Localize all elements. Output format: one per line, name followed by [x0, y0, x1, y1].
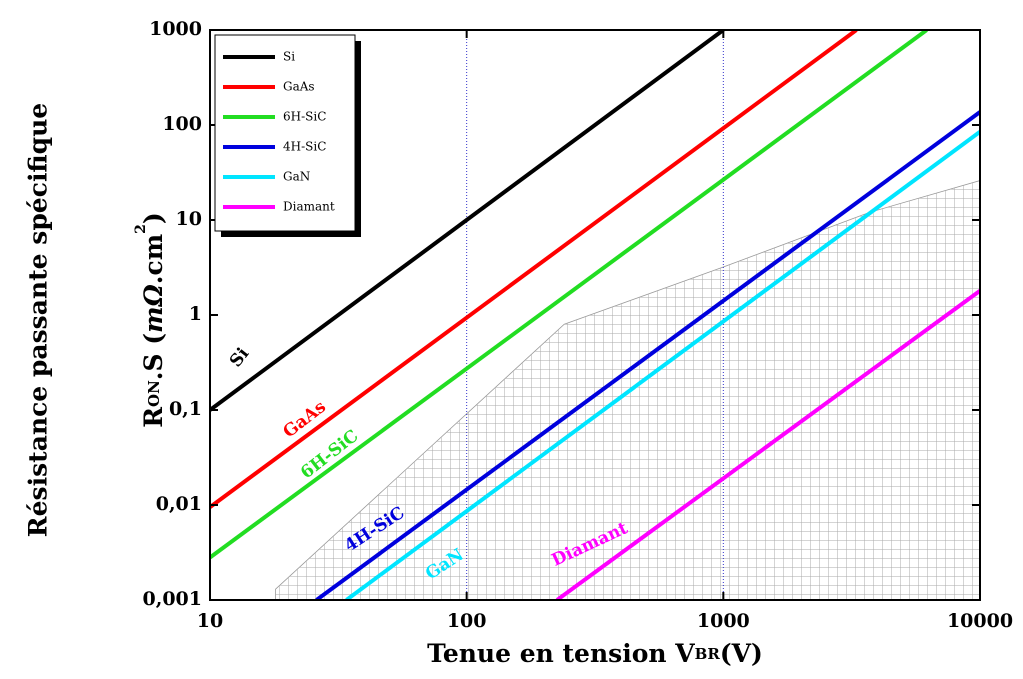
legend-label: Si: [283, 50, 295, 64]
x-axis-label-part: BR: [695, 645, 721, 663]
x-axis-label-part: (V): [720, 639, 763, 668]
y-tick-label: 0,01: [156, 493, 202, 515]
y-axis-label: Résistance passante spécifique: [24, 103, 53, 537]
x-tick-label: 1000: [697, 610, 750, 632]
plot-area: [210, 30, 980, 600]
y-tick-label: 0,001: [143, 588, 203, 610]
legend-box: [214, 34, 356, 232]
y-axis-label-part: .cm: [139, 234, 168, 284]
legend-label: 6H-SiC: [283, 110, 326, 124]
y-tick-label: 0,1: [169, 398, 202, 420]
y-tick-label: 10: [176, 208, 202, 230]
series-line: [555, 289, 980, 600]
y-axis-label-part: R: [139, 407, 168, 428]
x-tick-label: 100: [447, 610, 487, 632]
series-line: [210, 30, 928, 560]
legend-label: 4H-SiC: [283, 140, 326, 154]
y-axis-label: RON.S (mΩ.cm2): [133, 212, 168, 428]
y-axis-label-part: 2: [133, 224, 149, 234]
y-axis-label-part: .S (: [139, 333, 168, 380]
legend-label: GaN: [283, 170, 310, 184]
x-axis-label-part: Tenue en tension V: [427, 639, 695, 668]
series-line: [315, 110, 980, 600]
legend-label: Diamant: [283, 200, 335, 214]
series-line: [210, 30, 725, 412]
y-axis-label-part: mΩ: [139, 283, 168, 332]
y-tick-label: 100: [162, 113, 202, 135]
y-axis-label-part: ): [139, 212, 168, 224]
line-annotation: Si: [226, 344, 254, 372]
legend-label: GaAs: [283, 80, 315, 94]
x-tick-label: 10000: [947, 610, 1013, 632]
y-axis-label-part: ON: [145, 380, 163, 407]
y-tick-label: 1: [189, 303, 202, 325]
x-axis-label: Tenue en tension VBR(V): [427, 639, 763, 668]
y-tick-label: 1000: [149, 18, 202, 40]
series-line: [345, 130, 980, 600]
series-line: [210, 30, 858, 509]
x-tick-label: 10: [197, 610, 223, 632]
